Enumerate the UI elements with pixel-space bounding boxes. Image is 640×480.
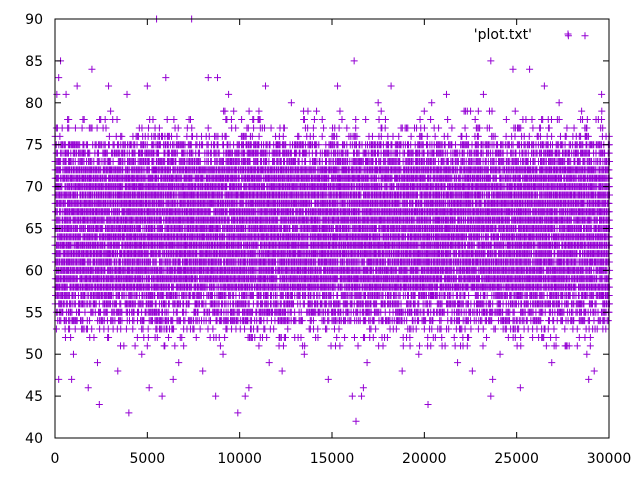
data-point xyxy=(153,333,161,341)
data-point xyxy=(517,342,525,350)
data-point xyxy=(427,342,435,350)
data-point xyxy=(178,333,186,341)
data-point xyxy=(122,325,130,333)
data-point xyxy=(90,333,98,341)
data-point xyxy=(392,325,400,333)
data-point xyxy=(550,325,558,333)
data-point xyxy=(416,342,424,350)
data-point xyxy=(143,342,151,350)
data-point xyxy=(120,342,128,350)
data-point xyxy=(383,333,391,341)
data-point xyxy=(491,325,499,333)
data-point xyxy=(406,333,414,341)
data-point xyxy=(165,333,173,341)
data-point xyxy=(586,342,594,350)
data-point xyxy=(445,325,453,333)
data-point xyxy=(241,325,249,333)
data-point xyxy=(565,342,573,350)
data-point xyxy=(399,342,407,350)
data-point xyxy=(171,342,179,350)
data-point xyxy=(263,333,271,341)
data-point xyxy=(461,325,469,333)
data-point xyxy=(309,317,317,325)
data-point xyxy=(284,325,292,333)
data-point xyxy=(369,333,377,341)
data-point xyxy=(298,317,306,325)
data-point xyxy=(529,333,537,341)
data-point xyxy=(161,342,169,350)
data-point xyxy=(254,325,262,333)
data-point xyxy=(170,325,178,333)
data-point xyxy=(221,333,229,341)
data-point xyxy=(323,325,331,333)
data-point xyxy=(552,342,560,350)
data-point xyxy=(301,342,309,350)
data-point xyxy=(180,342,188,350)
data-point xyxy=(133,333,141,341)
data-point xyxy=(86,317,94,325)
data-point xyxy=(190,325,198,333)
data-point xyxy=(144,333,152,341)
data-point xyxy=(483,333,491,341)
data-point xyxy=(297,333,305,341)
data-point xyxy=(586,333,594,341)
data-point xyxy=(196,325,204,333)
data-point xyxy=(561,325,569,333)
data-point xyxy=(282,333,290,341)
data-point xyxy=(372,325,380,333)
data-point xyxy=(314,333,322,341)
data-point xyxy=(479,342,487,350)
data-point xyxy=(467,325,475,333)
data-point xyxy=(479,325,487,333)
data-point xyxy=(542,342,550,350)
data-point xyxy=(279,342,287,350)
data-point xyxy=(517,333,525,341)
data-point xyxy=(129,325,137,333)
data-point xyxy=(71,325,79,333)
data-point xyxy=(412,325,420,333)
data-point xyxy=(270,325,278,333)
data-point xyxy=(540,333,548,341)
data-point xyxy=(450,333,458,341)
data-point xyxy=(465,333,473,341)
data-point xyxy=(379,342,387,350)
data-point xyxy=(573,342,581,350)
data-point xyxy=(216,342,224,350)
data-point xyxy=(573,325,581,333)
data-point xyxy=(105,333,113,341)
data-point xyxy=(463,342,471,350)
data-points xyxy=(51,15,614,425)
data-point xyxy=(333,333,341,341)
data-point xyxy=(552,333,560,341)
data-point xyxy=(209,325,217,333)
data-point xyxy=(438,333,446,341)
data-point xyxy=(335,325,343,333)
data-point xyxy=(336,342,344,350)
data-point xyxy=(431,333,439,341)
data-point xyxy=(354,342,362,350)
data-point xyxy=(52,325,60,333)
data-point xyxy=(314,325,322,333)
data-point xyxy=(406,342,414,350)
data-point xyxy=(131,342,139,350)
data-point xyxy=(255,342,263,350)
data-point xyxy=(88,325,96,333)
data-point xyxy=(602,325,610,333)
data-point xyxy=(441,342,449,350)
data-point xyxy=(350,333,358,341)
data-point xyxy=(428,325,436,333)
data-point xyxy=(144,325,152,333)
data-point xyxy=(341,333,349,341)
data-point xyxy=(192,333,200,341)
data-point xyxy=(67,333,75,341)
